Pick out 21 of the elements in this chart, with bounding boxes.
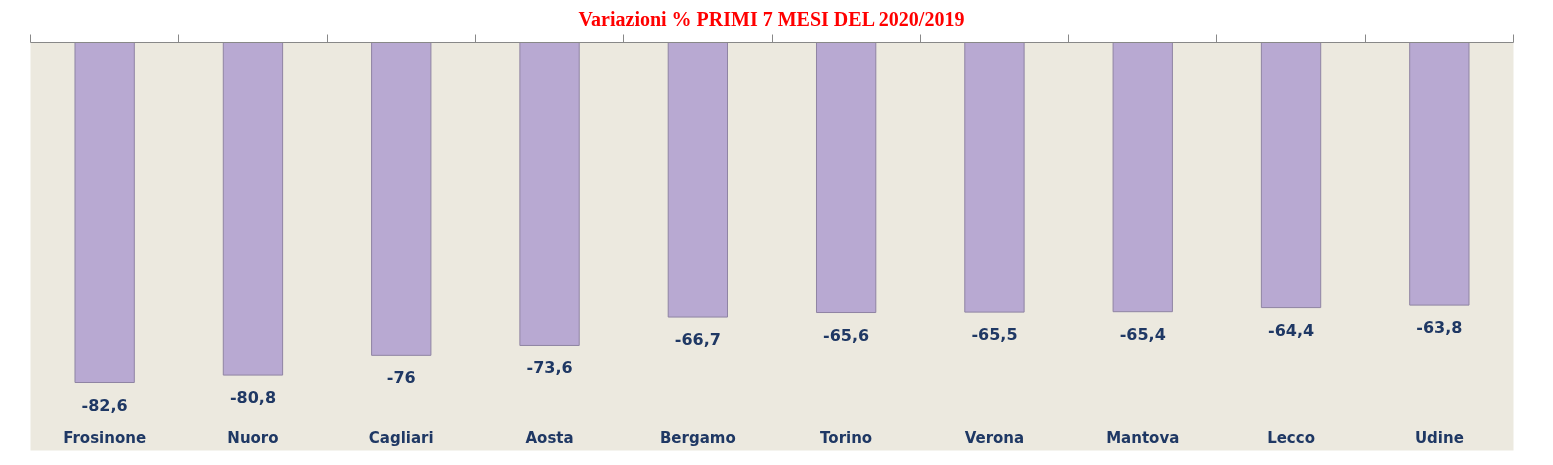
data-label: -65,6	[823, 325, 870, 345]
x-tick-label: Udine	[1414, 428, 1464, 447]
data-label: -76	[386, 368, 416, 388]
x-tick-label: Bergamo	[659, 428, 736, 447]
x-tick-label: Torino	[820, 428, 873, 447]
data-label: -73,6	[526, 358, 573, 378]
x-tick-label: Aosta	[525, 428, 574, 447]
data-label: -80,8	[229, 388, 277, 408]
data-label: -65,4	[1119, 324, 1166, 344]
data-label: -66,7	[674, 330, 721, 350]
data-label: -64,4	[1267, 320, 1315, 340]
data-label: -63,8	[1416, 318, 1463, 338]
x-tick-label: Verona	[964, 428, 1025, 447]
x-tick-label: Lecco	[1267, 428, 1315, 447]
x-tick-label: Cagliari	[368, 428, 434, 447]
x-tick-label: Nuoro	[227, 428, 279, 447]
x-tick-label: Frosinone	[63, 428, 147, 447]
chart-title: Variazioni % PRIMI 7 MESI DEL 2020/2019	[578, 7, 965, 30]
x-tick-label: Mantova	[1106, 428, 1180, 447]
data-label: -82,6	[81, 395, 128, 415]
data-label: -65,5	[971, 325, 1018, 345]
